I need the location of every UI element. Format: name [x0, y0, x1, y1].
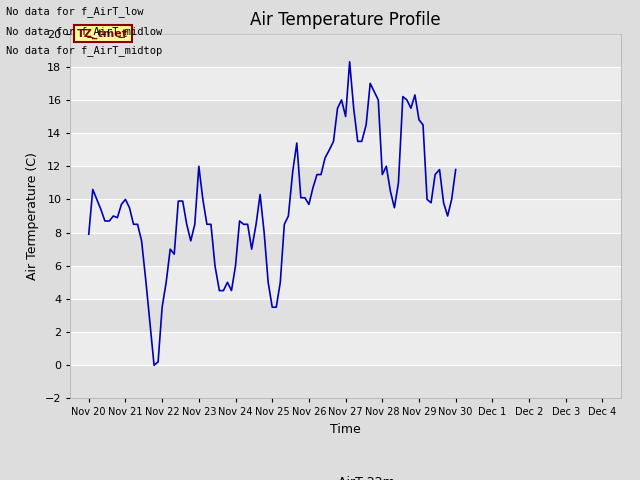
- Bar: [70, 233, 621, 266]
- Text: TZ_tmet: TZ_tmet: [77, 28, 129, 39]
- Text: No data for f_AirT_midlow: No data for f_AirT_midlow: [6, 25, 163, 36]
- Bar: [70, 166, 621, 199]
- Bar: [70, 133, 621, 166]
- Bar: [70, 266, 621, 299]
- Bar: [70, 199, 621, 233]
- Legend: AirT 22m: AirT 22m: [292, 471, 399, 480]
- Bar: [70, 299, 621, 332]
- Bar: [70, 100, 621, 133]
- Bar: [70, 67, 621, 100]
- Title: Air Temperature Profile: Air Temperature Profile: [250, 11, 441, 29]
- X-axis label: Time: Time: [330, 423, 361, 436]
- Bar: [70, 365, 621, 398]
- Y-axis label: Air Termperature (C): Air Termperature (C): [26, 152, 39, 280]
- Bar: [70, 332, 621, 365]
- Text: No data for f_AirT_midtop: No data for f_AirT_midtop: [6, 45, 163, 56]
- Text: No data for f_AirT_low: No data for f_AirT_low: [6, 6, 144, 17]
- Bar: [70, 34, 621, 67]
